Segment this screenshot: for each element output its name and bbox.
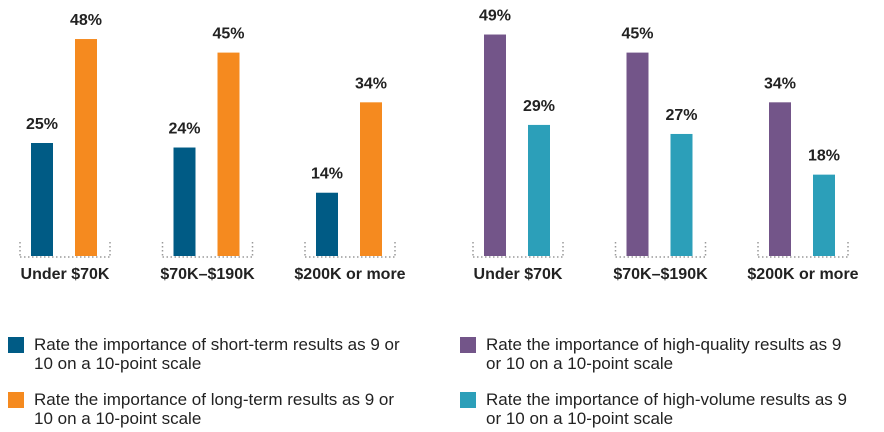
legend-entry: Rate the importance of long-term results… — [8, 390, 408, 428]
legend-entry: Rate the importance of high-volume resul… — [460, 390, 860, 428]
value-label: 34% — [355, 75, 387, 92]
value-label: 18% — [808, 148, 840, 165]
value-label: 27% — [665, 107, 697, 124]
value-label: 14% — [311, 166, 343, 183]
bar — [173, 147, 196, 256]
legend-entry: Rate the importance of high-quality resu… — [460, 335, 860, 373]
bar — [528, 124, 550, 256]
value-label: 29% — [523, 98, 555, 115]
bar — [360, 102, 382, 256]
bar — [75, 39, 97, 256]
category-label: $70K–$190K — [160, 266, 255, 283]
category-label: $200K or more — [294, 266, 405, 283]
legend-swatch — [8, 337, 24, 353]
bar — [670, 133, 693, 256]
bar — [813, 174, 835, 256]
category-label: $200K or more — [747, 266, 858, 283]
value-label: 45% — [621, 26, 653, 43]
value-label: 45% — [212, 26, 244, 43]
legend-swatch — [8, 392, 24, 408]
value-label: 25% — [26, 116, 58, 133]
legend-swatch — [460, 392, 476, 408]
value-label: 24% — [168, 121, 200, 138]
category-label: Under $70K — [474, 266, 563, 283]
legend-entry: Rate the importance of short-term result… — [8, 335, 408, 373]
legend-label: Rate the importance of high-volume resul… — [486, 390, 847, 428]
value-label: 49% — [479, 8, 511, 25]
legend-swatch — [460, 337, 476, 353]
value-label: 48% — [70, 12, 102, 29]
value-label: 34% — [764, 75, 796, 92]
bar — [484, 34, 506, 256]
bar — [316, 192, 338, 256]
bar — [217, 52, 240, 256]
legend-label: Rate the importance of high-quality resu… — [486, 335, 842, 373]
bar — [769, 102, 791, 256]
bar — [31, 143, 53, 256]
legend-label: Rate the importance of long-term results… — [34, 390, 394, 428]
bar — [626, 52, 649, 256]
legend-label: Rate the importance of short-term result… — [34, 335, 400, 373]
category-label: Under $70K — [21, 266, 110, 283]
category-label: $70K–$190K — [613, 266, 708, 283]
